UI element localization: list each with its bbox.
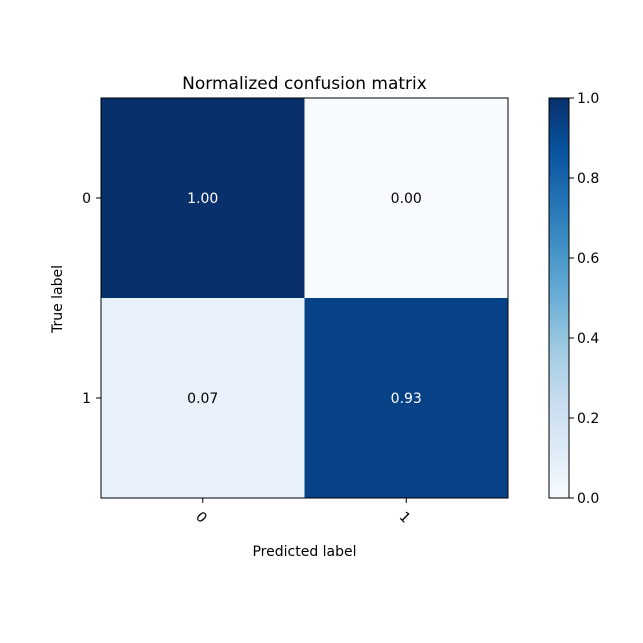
colorbar-tick-label: 0.8 — [577, 171, 599, 187]
colorbar-tick-label: 0.0 — [577, 491, 599, 507]
cell-value-label: 0.93 — [391, 391, 422, 407]
colorbar-tick-label: 0.4 — [577, 331, 599, 347]
colorbar-ticks: 0.0 0.2 0.4 0.6 0.8 1.0 — [569, 91, 599, 507]
colorbar-tick-label: 0.2 — [577, 411, 599, 427]
cell-value-label: 0.07 — [187, 391, 218, 407]
colorbar-tick-label: 1.0 — [577, 91, 599, 107]
cell-value-label: 0.00 — [391, 191, 422, 207]
y-axis-ticks: 01 — [82, 191, 101, 407]
y-axis-label: True label — [50, 265, 66, 334]
colorbar-tick-label: 0.6 — [577, 251, 599, 267]
y-tick-label: 1 — [82, 391, 91, 407]
x-tick-label: 1 — [396, 509, 414, 527]
cell-value-label: 1.00 — [187, 191, 218, 207]
x-axis-label: Predicted label — [252, 544, 356, 560]
plot-frame — [100, 97, 509, 499]
heatmap-cell-1-1 — [304, 298, 508, 498]
heatmap-cell-labels: 1.00 0.00 0.07 0.93 — [187, 191, 422, 407]
chart-title: Normalized confusion matrix — [182, 74, 427, 94]
heatmap-cell-0-1 — [304, 98, 508, 298]
heatmap-cells — [101, 98, 508, 498]
y-tick-label: 0 — [82, 191, 91, 207]
x-tick-label: 0 — [192, 509, 210, 527]
heatmap-cell-0-0 — [101, 98, 305, 298]
colorbar — [548, 97, 570, 499]
heatmap-cell-1-0 — [101, 298, 305, 498]
